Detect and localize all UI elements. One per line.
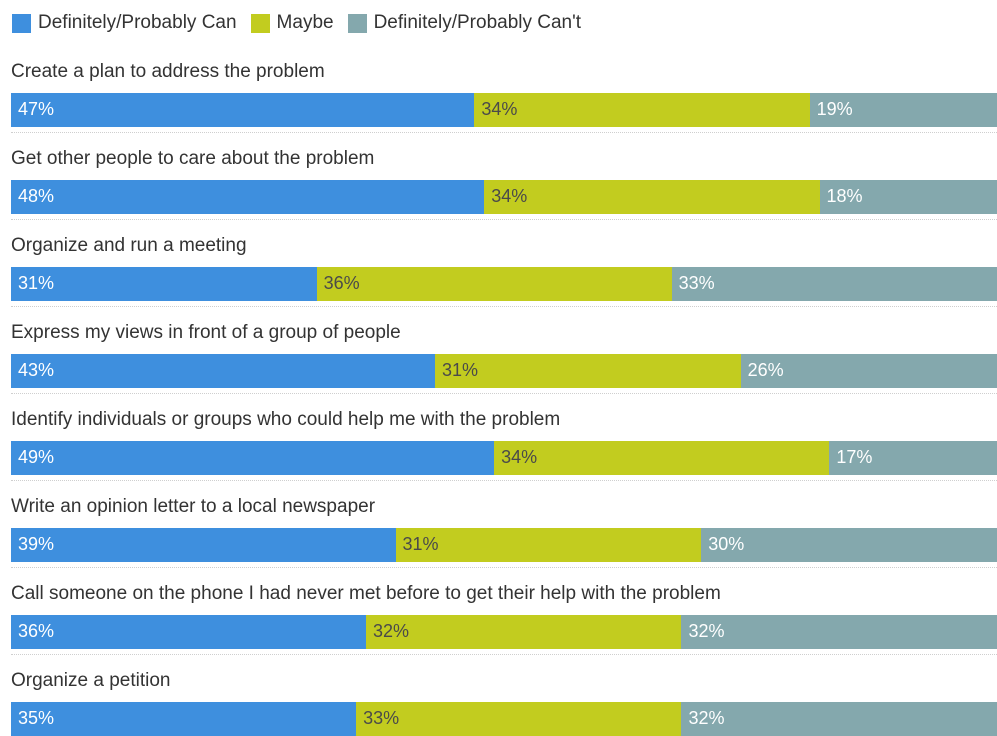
data-label: 34% [501,447,538,467]
data-label: 34% [481,99,518,119]
row-separator [11,480,997,481]
chart-legend: Definitely/Probably Can Maybe Definitely/P… [12,12,595,34]
bar-row: 31% 36% 33% [11,267,997,301]
bar-segment: 49% [11,441,495,475]
category-label: Call someone on the phone I had never me… [11,583,721,604]
bar-segment: 31% [434,354,741,388]
legend-item: Definitely/Probably Can't [347,12,582,34]
bar-segment: 43% [11,354,435,388]
bar-segment: 34% [474,93,810,127]
data-label: 31% [18,273,55,293]
legend-swatch [347,13,367,33]
data-label: 48% [18,186,55,206]
data-label: 31% [402,534,439,554]
bar-segment: 32% [681,702,997,736]
data-label: 17% [836,447,873,467]
bar-row: 47% 34% 19% [11,93,997,127]
bar-row: 48% 34% 18% [11,180,997,214]
category-label: Express my views in front of a group of … [11,322,401,343]
row-separator [11,567,997,568]
bar-segment: 48% [11,180,485,214]
bar-segment: 33% [671,267,997,301]
bar-segment: 32% [681,615,997,649]
category-label: Create a plan to address the problem [11,61,325,82]
data-label: 33% [363,708,400,728]
bar-row: 39% 31% 30% [11,528,997,562]
legend-item: Maybe [250,12,334,34]
bar-segment: 34% [494,441,830,475]
data-label: 30% [708,534,745,554]
data-label: 35% [18,708,55,728]
data-label: 36% [18,621,55,641]
data-label: 39% [18,534,55,554]
category-label: Identify individuals or groups who could… [11,409,561,430]
bar-segment: 18% [819,180,997,214]
data-label: 18% [826,186,863,206]
category-label: Write an opinion letter to a local newsp… [11,496,376,517]
data-label: 26% [747,360,784,380]
bar-segment: 31% [11,267,317,301]
legend-item: Definitely/Probably Can [12,12,237,34]
bar-segment: 36% [316,267,672,301]
category-label: Organize a petition [11,670,171,691]
bar-row: 35% 33% 32% [11,702,997,736]
data-label: 43% [18,360,55,380]
row-separator [11,132,997,133]
legend-swatch [12,13,31,33]
bar-segment: 26% [740,354,997,388]
bar-segment: 34% [484,180,820,214]
category-label: Get other people to care about the probl… [11,148,375,169]
bar-segment: 31% [395,528,702,562]
bar-row: 49% 34% 17% [11,441,997,475]
bar-segment: 35% [11,702,357,736]
legend-swatch [250,13,270,33]
data-label: 32% [688,621,725,641]
row-separator [11,306,997,307]
row-separator [11,393,997,394]
bar-segment: 19% [809,93,997,127]
bar-segment: 30% [701,528,997,562]
legend-label: Definitely/Probably Can [38,12,237,33]
data-label: 49% [18,447,55,467]
category-label: Organize and run a meeting [11,235,247,256]
data-label: 33% [678,273,715,293]
bar-segment: 36% [11,615,366,649]
data-label: 32% [688,708,725,728]
data-label: 32% [372,621,409,641]
bar-segment: 33% [356,702,682,736]
bar-row: 43% 31% 26% [11,354,997,388]
legend-label: Definitely/Probably Can't [373,12,582,33]
row-separator [11,654,997,655]
bar-segment: 32% [365,615,682,649]
data-label: 47% [18,99,55,119]
bar-row: 36% 32% 32% [11,615,997,649]
data-label: 19% [816,99,853,119]
legend-label: Maybe [276,12,334,33]
data-label: 36% [323,273,360,293]
data-label: 31% [441,360,478,380]
bar-segment: 39% [11,528,396,562]
bar-segment: 47% [11,93,475,127]
data-label: 34% [491,186,528,206]
bar-segment: 17% [829,441,997,475]
row-separator [11,219,997,220]
